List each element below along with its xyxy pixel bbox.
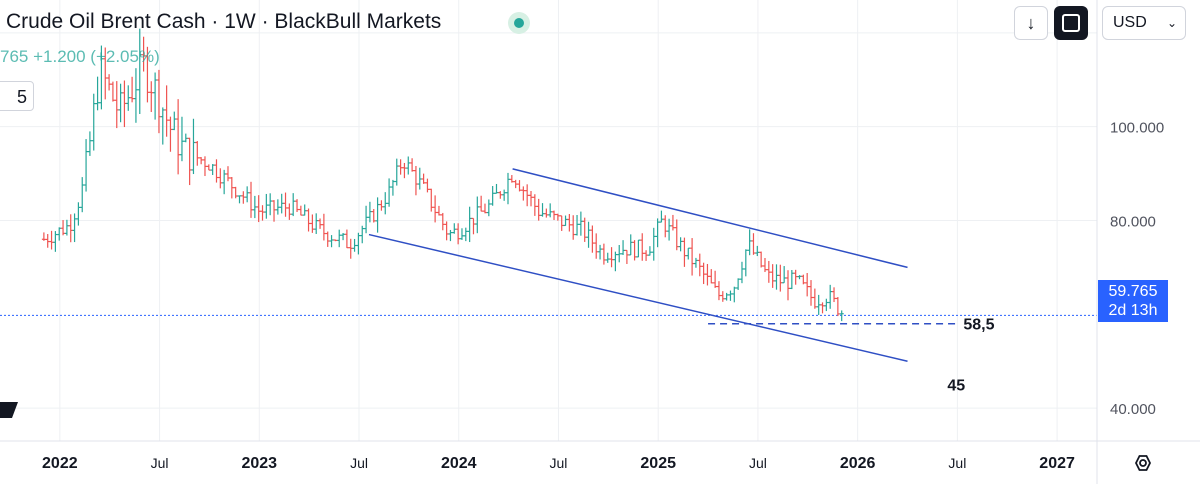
price-bars [41, 28, 844, 322]
x-tick-label: Jul [350, 455, 368, 471]
interval-input[interactable]: 5 [0, 81, 34, 111]
bar-countdown: 2d 13h [1108, 302, 1158, 319]
currency-value: USD [1113, 14, 1147, 31]
currency-select[interactable]: USD ⌄ [1102, 6, 1186, 40]
chart-title: Crude Oil Brent Cash · 1W · BlackBull Ma… [6, 10, 442, 33]
x-tick-label: Jul [749, 455, 767, 471]
chart-grid [0, 0, 1097, 441]
x-axis: 2022 Jul 2023 Jul 2024 Jul 2025 Jul 2026 Jul 2027 [42, 455, 1075, 472]
target-label: 45 [947, 378, 965, 395]
x-tick-label: 2025 [640, 455, 676, 472]
x-tick-label: 2024 [441, 455, 477, 472]
download-button[interactable]: ↓ [1014, 6, 1048, 40]
channel-upper-line[interactable] [512, 168, 908, 269]
market-status-dot [508, 12, 530, 34]
x-tick-label: Jul [151, 455, 169, 471]
x-tick-label: 2022 [42, 455, 78, 472]
y-tick-label: 100.000 [1110, 120, 1164, 137]
fullscreen-button[interactable] [1054, 6, 1088, 40]
last-price-value: 59.765 [1108, 283, 1158, 300]
x-tick-label: Jul [948, 455, 966, 471]
settings-icon [1134, 455, 1152, 471]
x-tick-label: Jul [550, 455, 568, 471]
fullscreen-icon [1062, 14, 1080, 32]
price-change-readout: 765 +1.200 (+2.05%) [0, 47, 160, 66]
y-tick-label: 40.000 [1110, 401, 1156, 418]
support-label: 58,5 [963, 317, 994, 334]
y-tick-label: 80.000 [1110, 214, 1156, 231]
channel-lower-line[interactable] [368, 233, 908, 362]
chart-settings-button[interactable] [1130, 452, 1156, 474]
x-tick-label: 2027 [1039, 455, 1075, 472]
watermark-logo [0, 402, 18, 418]
x-tick-label: 2023 [241, 455, 277, 472]
chevron-down-icon: ⌄ [1166, 16, 1177, 30]
last-price-tag: 59.765 2d 13h [1098, 280, 1168, 322]
download-icon: ↓ [1026, 12, 1036, 33]
x-tick-label: 2026 [840, 455, 876, 472]
